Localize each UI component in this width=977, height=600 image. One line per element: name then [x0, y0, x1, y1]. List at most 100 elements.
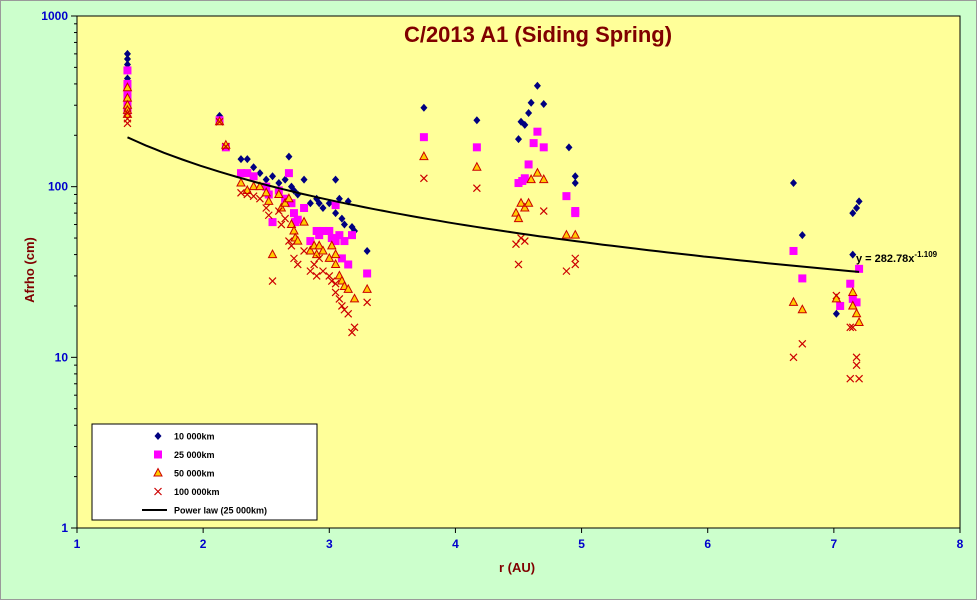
data-point	[256, 169, 264, 178]
data-point	[255, 194, 264, 203]
data-point	[473, 116, 481, 125]
data-point	[514, 260, 523, 269]
power-law-fit-line	[127, 136, 860, 273]
data-point	[123, 87, 132, 96]
x-tick-label: 1	[74, 537, 81, 551]
data-point	[350, 323, 359, 332]
data-point	[292, 235, 303, 245]
data-point	[312, 226, 321, 235]
legend-entry: 25 000km	[154, 450, 215, 460]
legend-entry: Power law (25 000km)	[142, 506, 267, 516]
data-point	[318, 245, 328, 255]
data-point	[846, 323, 855, 332]
data-point	[331, 201, 340, 210]
data-point	[306, 267, 315, 276]
data-point	[515, 135, 522, 144]
data-point	[326, 240, 337, 250]
data-point	[852, 353, 861, 362]
data-point	[331, 237, 340, 246]
data-point	[798, 274, 807, 283]
data-point	[562, 192, 571, 201]
data-point	[243, 190, 252, 199]
y-axis-title: Afrho (cm)	[22, 237, 37, 303]
data-point	[419, 174, 428, 183]
data-point	[287, 199, 296, 208]
data-point	[533, 81, 541, 90]
data-point	[789, 353, 798, 362]
legend-label: Power law (25 000km)	[174, 506, 267, 516]
fit-equation-label: y = 282.78x-1.109	[856, 250, 938, 265]
legend-entry: 50 000km	[153, 467, 215, 479]
data-point	[362, 283, 372, 293]
data-point	[539, 207, 548, 215]
data-point	[851, 308, 862, 318]
data-point	[532, 167, 543, 177]
x-tick-label: 6	[704, 537, 711, 551]
data-point	[327, 277, 336, 285]
data-point	[344, 260, 353, 269]
data-point	[314, 240, 325, 250]
data-point	[526, 174, 536, 184]
data-point	[315, 231, 324, 240]
data-point	[305, 245, 316, 255]
data-point	[472, 184, 481, 193]
data-point	[221, 142, 230, 151]
y-tick-label: 10	[55, 350, 69, 364]
data-point	[340, 237, 349, 246]
legend-marker	[154, 432, 162, 440]
data-point	[335, 231, 344, 240]
data-point	[237, 155, 245, 164]
data-point	[293, 215, 302, 224]
data-point	[848, 323, 857, 332]
data-point	[529, 139, 538, 148]
data-point	[332, 209, 340, 218]
data-point	[268, 277, 277, 285]
data-point	[319, 203, 327, 212]
data-point	[348, 328, 356, 337]
data-point	[344, 309, 353, 318]
data-point	[123, 119, 132, 128]
data-point	[343, 283, 354, 293]
data-point	[540, 100, 548, 109]
legend-label: 100 000km	[174, 487, 220, 497]
legend-marker	[154, 487, 162, 496]
x-tick-label: 8	[957, 537, 964, 551]
data-point	[852, 361, 861, 370]
data-point	[347, 231, 356, 240]
data-point	[249, 192, 258, 201]
fit-equation-base: y = 282.78x	[856, 253, 915, 265]
data-point	[273, 188, 284, 198]
data-point	[330, 249, 341, 259]
data-point	[263, 195, 274, 205]
data-point	[236, 177, 246, 187]
data-point	[846, 279, 855, 288]
data-point	[276, 202, 287, 212]
data-point	[331, 279, 340, 288]
data-point	[363, 269, 372, 278]
data-point	[524, 160, 533, 169]
data-point	[519, 202, 530, 212]
data-point	[312, 271, 321, 280]
data-point	[290, 254, 298, 263]
x-tick-label: 3	[326, 537, 333, 551]
data-point	[330, 258, 341, 268]
data-point	[849, 209, 857, 218]
data-point	[287, 241, 296, 250]
data-point	[281, 175, 289, 184]
data-point	[832, 291, 841, 300]
x-tick-label: 5	[578, 537, 585, 551]
data-point	[300, 175, 308, 184]
data-point	[525, 109, 533, 118]
legend: 10 000km 25 000km 50 000km 100 000km Power l…	[91, 423, 318, 521]
data-point	[853, 203, 861, 212]
data-point	[854, 316, 864, 326]
data-point	[520, 174, 529, 183]
data-point	[280, 197, 290, 207]
data-point	[849, 250, 857, 259]
data-marks	[122, 49, 864, 383]
y-tick-label: 1	[61, 521, 68, 535]
data-point	[284, 237, 293, 245]
data-point	[243, 169, 252, 178]
data-point	[123, 49, 131, 58]
data-point	[349, 293, 360, 303]
